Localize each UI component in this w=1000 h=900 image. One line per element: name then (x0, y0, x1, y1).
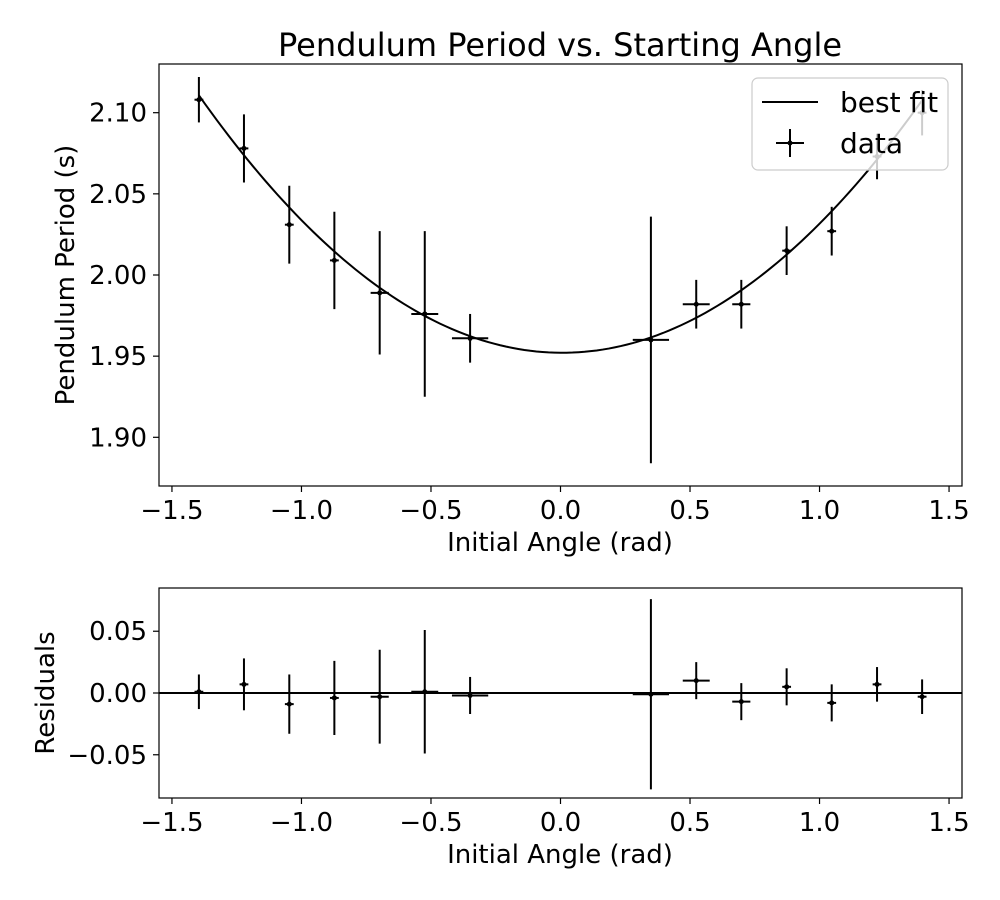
main-data-marker (738, 301, 744, 307)
residuals-data-marker (648, 691, 654, 697)
residuals-data-marker (196, 689, 202, 695)
main-data-point (329, 211, 339, 310)
legend: best fit data (751, 77, 949, 171)
residuals-data-marker (738, 699, 744, 705)
main-y-axis-label: Pendulum Period (s) (51, 145, 81, 406)
main-x-tick-label: 1.5 (928, 496, 969, 526)
residuals-x-tick-label: 1.5 (928, 808, 969, 838)
residuals-data-point (194, 674, 204, 710)
residuals-y-tick-label: −0.05 (67, 741, 147, 771)
residuals-plot-marks (159, 599, 962, 790)
main-plot-marks (194, 76, 927, 464)
main-data-point (370, 231, 389, 355)
main-data-point (284, 185, 294, 264)
main-data-point (682, 279, 710, 329)
residuals-data-marker (331, 695, 337, 701)
main-x-tick-label: 1.0 (799, 496, 840, 526)
main-y-ticks: 1.90 1.95 2.00 2.05 2.10 (89, 99, 159, 453)
residuals-y-tick-label: 0.05 (89, 617, 147, 647)
main-data-point (451, 313, 489, 363)
residuals-x-tick-label: −1.5 (140, 808, 203, 838)
main-data-marker (377, 290, 383, 296)
main-data-marker (196, 97, 202, 103)
residuals-data-point (329, 660, 339, 735)
residuals-data-point (682, 662, 710, 700)
main-data-point (632, 216, 670, 464)
main-data-point (827, 206, 837, 256)
main-data-point (732, 279, 751, 329)
residuals-data-marker (784, 684, 790, 690)
main-x-ticks: −1.5 −1.0 −0.5 0.0 0.5 1.0 1.5 (140, 486, 970, 526)
main-data-marker (422, 311, 428, 317)
residuals-data-point (872, 667, 882, 702)
main-y-tick-label: 1.90 (89, 423, 147, 453)
residuals-data-point (411, 630, 439, 754)
residuals-data-marker (467, 692, 473, 698)
residuals-data-point (451, 676, 489, 714)
residuals-x-tick-label: 1.0 (799, 808, 840, 838)
residuals-data-point (632, 599, 670, 790)
residuals-data-marker (693, 678, 699, 684)
main-data-marker (241, 145, 247, 151)
main-data-point (239, 114, 249, 183)
residuals-data-marker (422, 689, 428, 695)
residuals-x-tick-label: 0.5 (669, 808, 710, 838)
residuals-data-marker (286, 701, 292, 707)
legend-label-data: data (840, 127, 903, 160)
chart-title: Pendulum Period vs. Starting Angle (278, 26, 842, 64)
legend-label-best-fit: best fit (840, 86, 938, 119)
residuals-data-marker (241, 681, 247, 687)
main-data-point (411, 231, 439, 397)
legend-swatch-data-dot (787, 140, 793, 146)
main-data-marker (648, 337, 654, 343)
residuals-x-tick-label: −1.0 (270, 808, 333, 838)
residuals-y-ticks: −0.05 0.00 0.05 (67, 617, 159, 771)
main-data-marker (331, 257, 337, 263)
residuals-data-marker (829, 700, 835, 706)
main-y-tick-label: 1.95 (89, 342, 147, 372)
main-x-tick-label: −0.5 (399, 496, 462, 526)
main-y-tick-label: 2.05 (89, 180, 147, 210)
residuals-data-marker (919, 694, 925, 700)
residuals-data-point (917, 679, 927, 714)
main-data-marker (693, 301, 699, 307)
residuals-data-marker (377, 694, 383, 700)
main-y-tick-label: 2.00 (89, 261, 147, 291)
residuals-data-point (827, 684, 837, 722)
residuals-data-point (732, 683, 751, 721)
main-y-tick-label: 2.10 (89, 99, 147, 129)
main-data-marker (467, 335, 473, 341)
residuals-x-ticks: −1.5 −1.0 −0.5 0.0 0.5 1.0 1.5 (140, 798, 970, 838)
residuals-x-axis-label: Initial Angle (rad) (447, 840, 673, 870)
main-data-marker (286, 222, 292, 228)
main-data-point (782, 226, 792, 275)
residuals-data-point (284, 674, 294, 734)
main-data-marker (784, 248, 790, 254)
main-data-point (194, 76, 204, 123)
main-data-marker (829, 228, 835, 234)
residuals-data-point (782, 668, 792, 706)
main-x-tick-label: 0.0 (540, 496, 581, 526)
main-x-axis-label: Initial Angle (rad) (447, 528, 673, 558)
main-x-tick-label: 0.5 (669, 496, 710, 526)
residuals-x-tick-label: 0.0 (540, 808, 581, 838)
main-x-tick-label: −1.5 (140, 496, 203, 526)
main-x-tick-label: −1.0 (270, 496, 333, 526)
residuals-y-tick-label: 0.00 (89, 679, 147, 709)
residuals-y-axis-label: Residuals (31, 631, 61, 754)
residuals-data-point (239, 658, 249, 711)
residuals-data-marker (874, 681, 880, 687)
residuals-data-point (370, 649, 389, 744)
residuals-x-tick-label: −0.5 (399, 808, 462, 838)
best-fit-curve (198, 94, 923, 354)
